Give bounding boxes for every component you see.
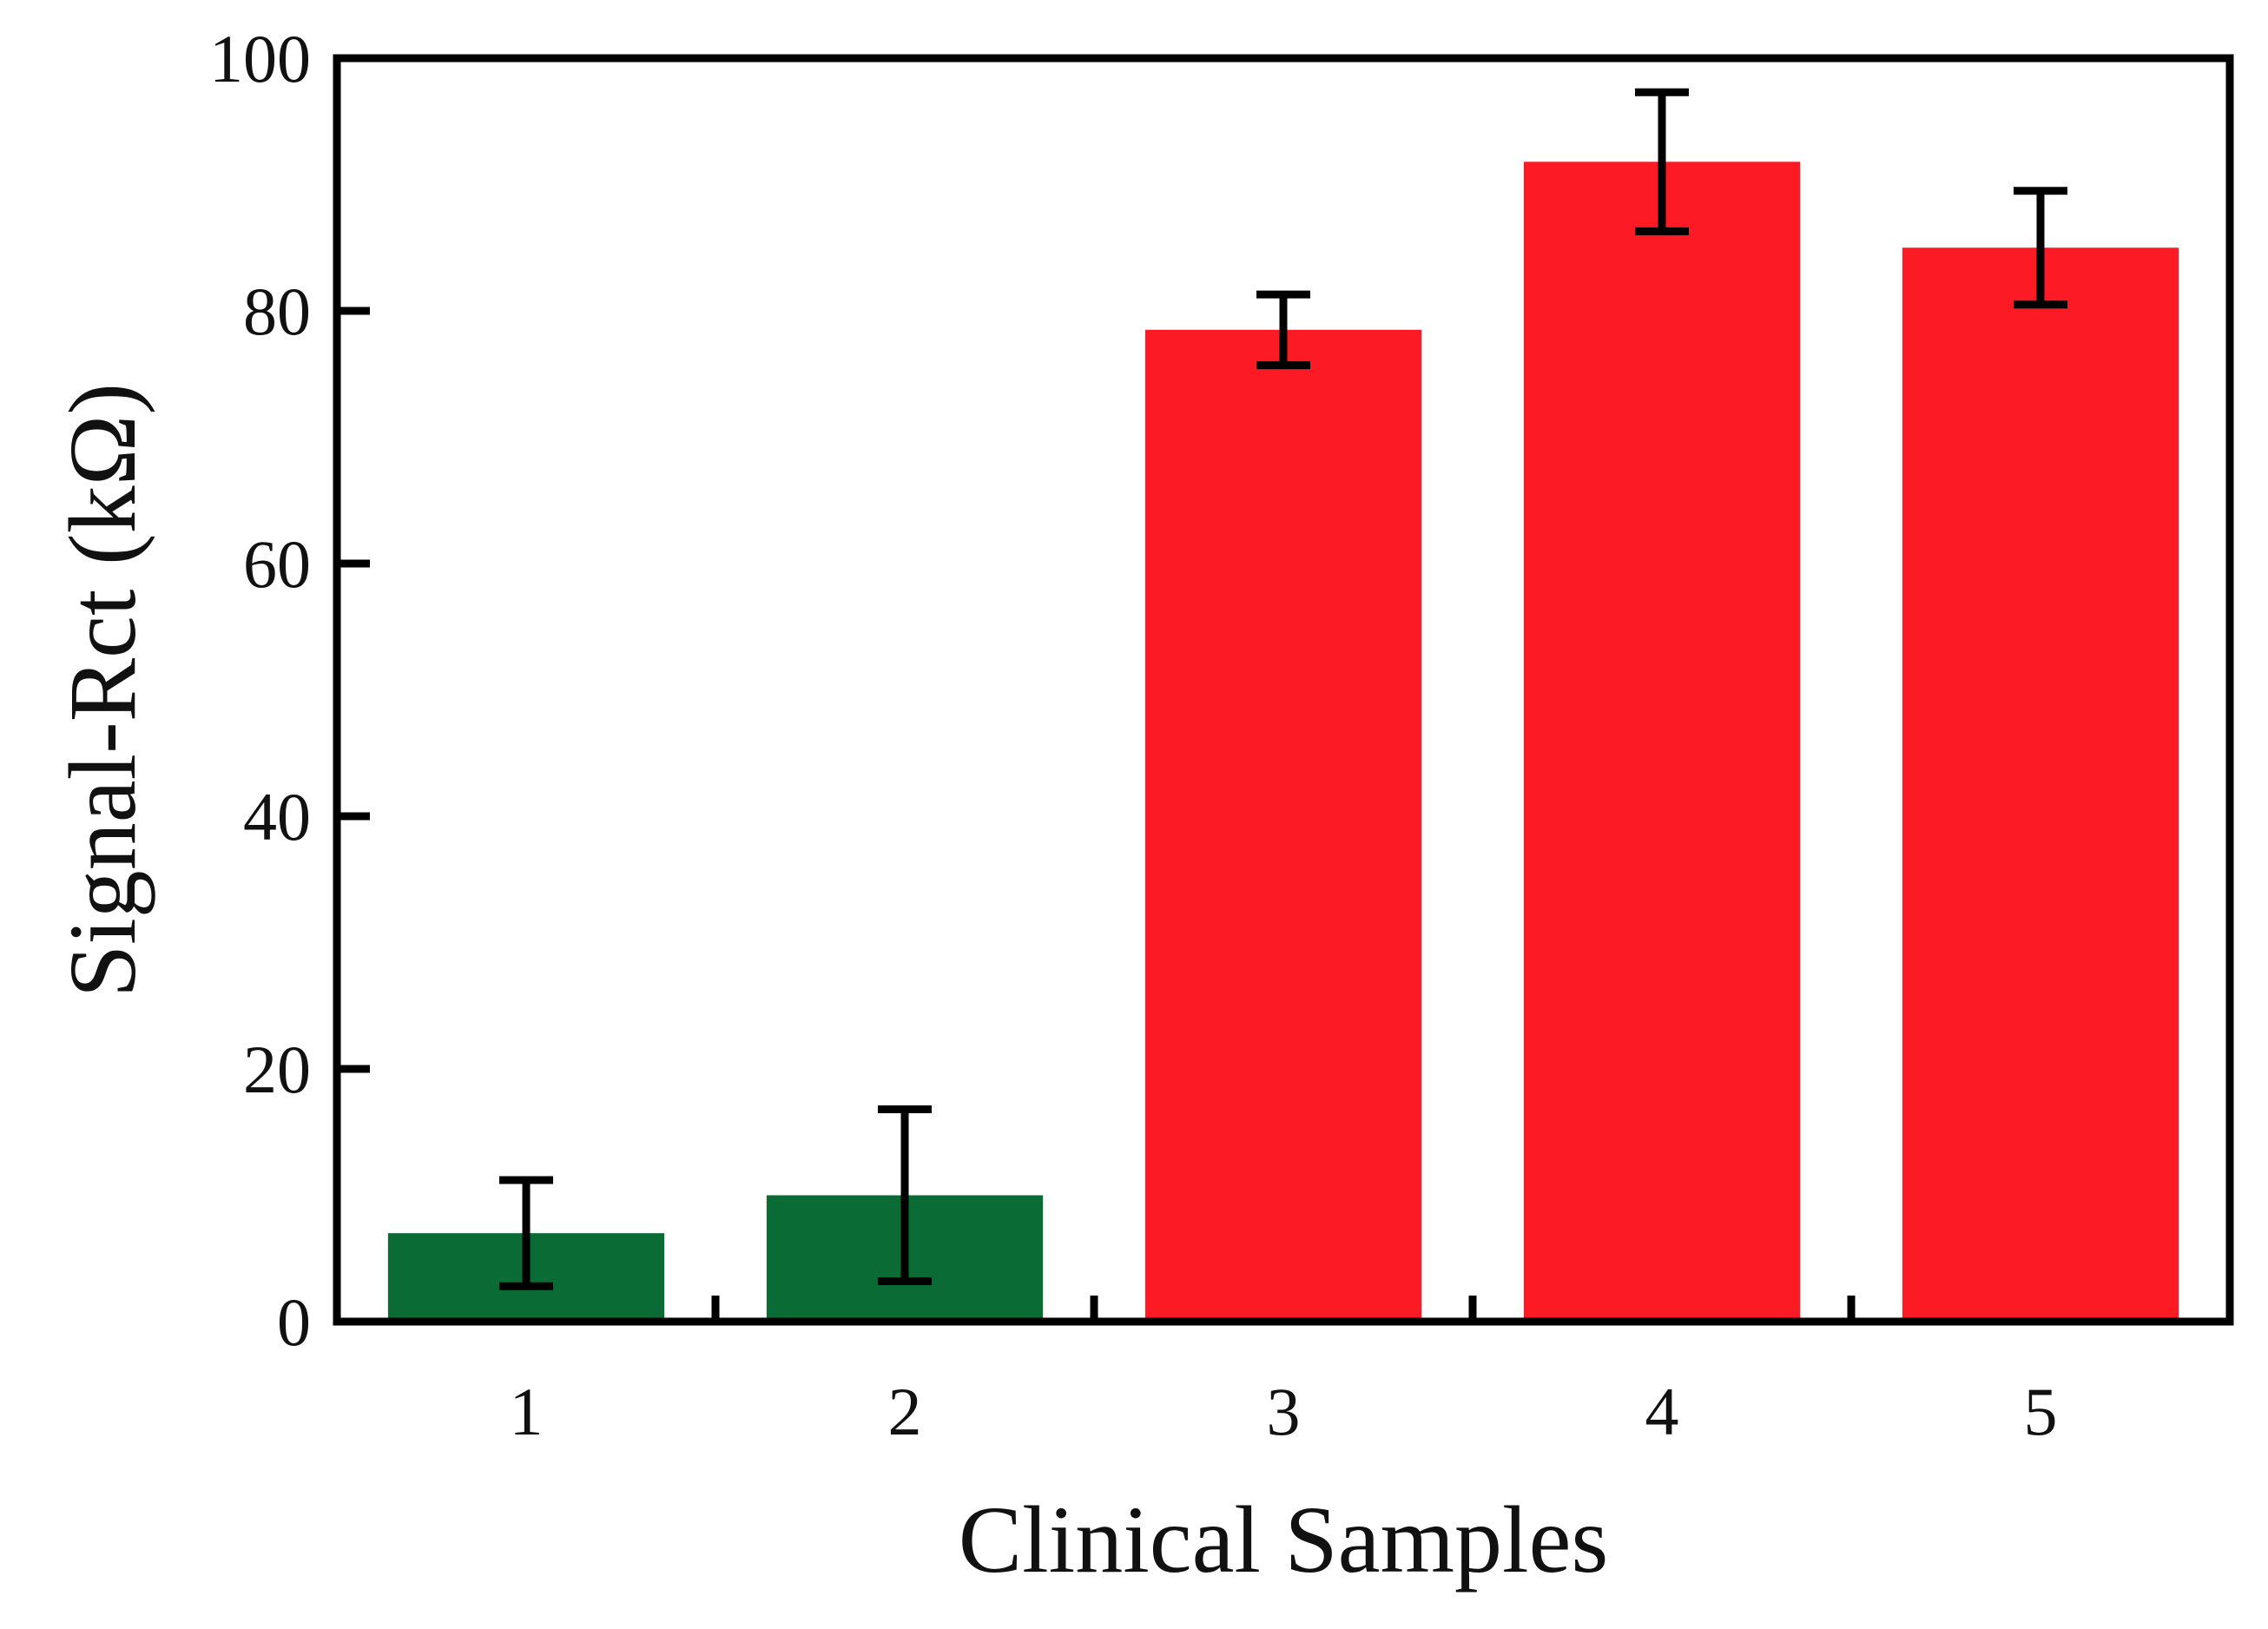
bar-sample-5 <box>1902 247 2179 1322</box>
y-tick-label: 40 <box>243 779 311 854</box>
bars-layer <box>387 162 2179 1322</box>
x-tick-label: 1 <box>510 1374 544 1449</box>
y-tick-label: 0 <box>277 1284 311 1360</box>
bar-sample-4 <box>1523 162 1801 1322</box>
plot-frame <box>333 54 2234 1326</box>
error-bar-sample-2 <box>878 1105 932 1285</box>
error-bar-sample-1 <box>499 1176 553 1290</box>
tick-labels-layer: 1 2 3 4 5 0 20 40 60 80 100 <box>209 21 2058 1449</box>
y-tick-label: 20 <box>243 1032 311 1107</box>
x-axis-title: Clinical Samples <box>959 1487 1609 1593</box>
x-tick-label: 4 <box>1645 1374 1679 1449</box>
y-tick-label: 60 <box>243 526 311 602</box>
bar-sample-3 <box>1144 329 1422 1322</box>
x-tick-label: 5 <box>2024 1374 2058 1449</box>
ticks-layer <box>337 54 1856 1326</box>
error-bar-sample-3 <box>1256 290 1310 370</box>
x-tick-label: 3 <box>1267 1374 1301 1449</box>
x-tick-label: 2 <box>888 1374 922 1449</box>
y-tick-label: 80 <box>243 274 311 349</box>
y-tick-label: 100 <box>209 21 311 96</box>
error-bar-sample-4 <box>1635 88 1689 235</box>
y-axis-title: Signal-Rct (kΩ) <box>49 383 155 998</box>
error-bars-layer <box>499 88 2067 1290</box>
error-bar-sample-5 <box>2014 187 2067 309</box>
